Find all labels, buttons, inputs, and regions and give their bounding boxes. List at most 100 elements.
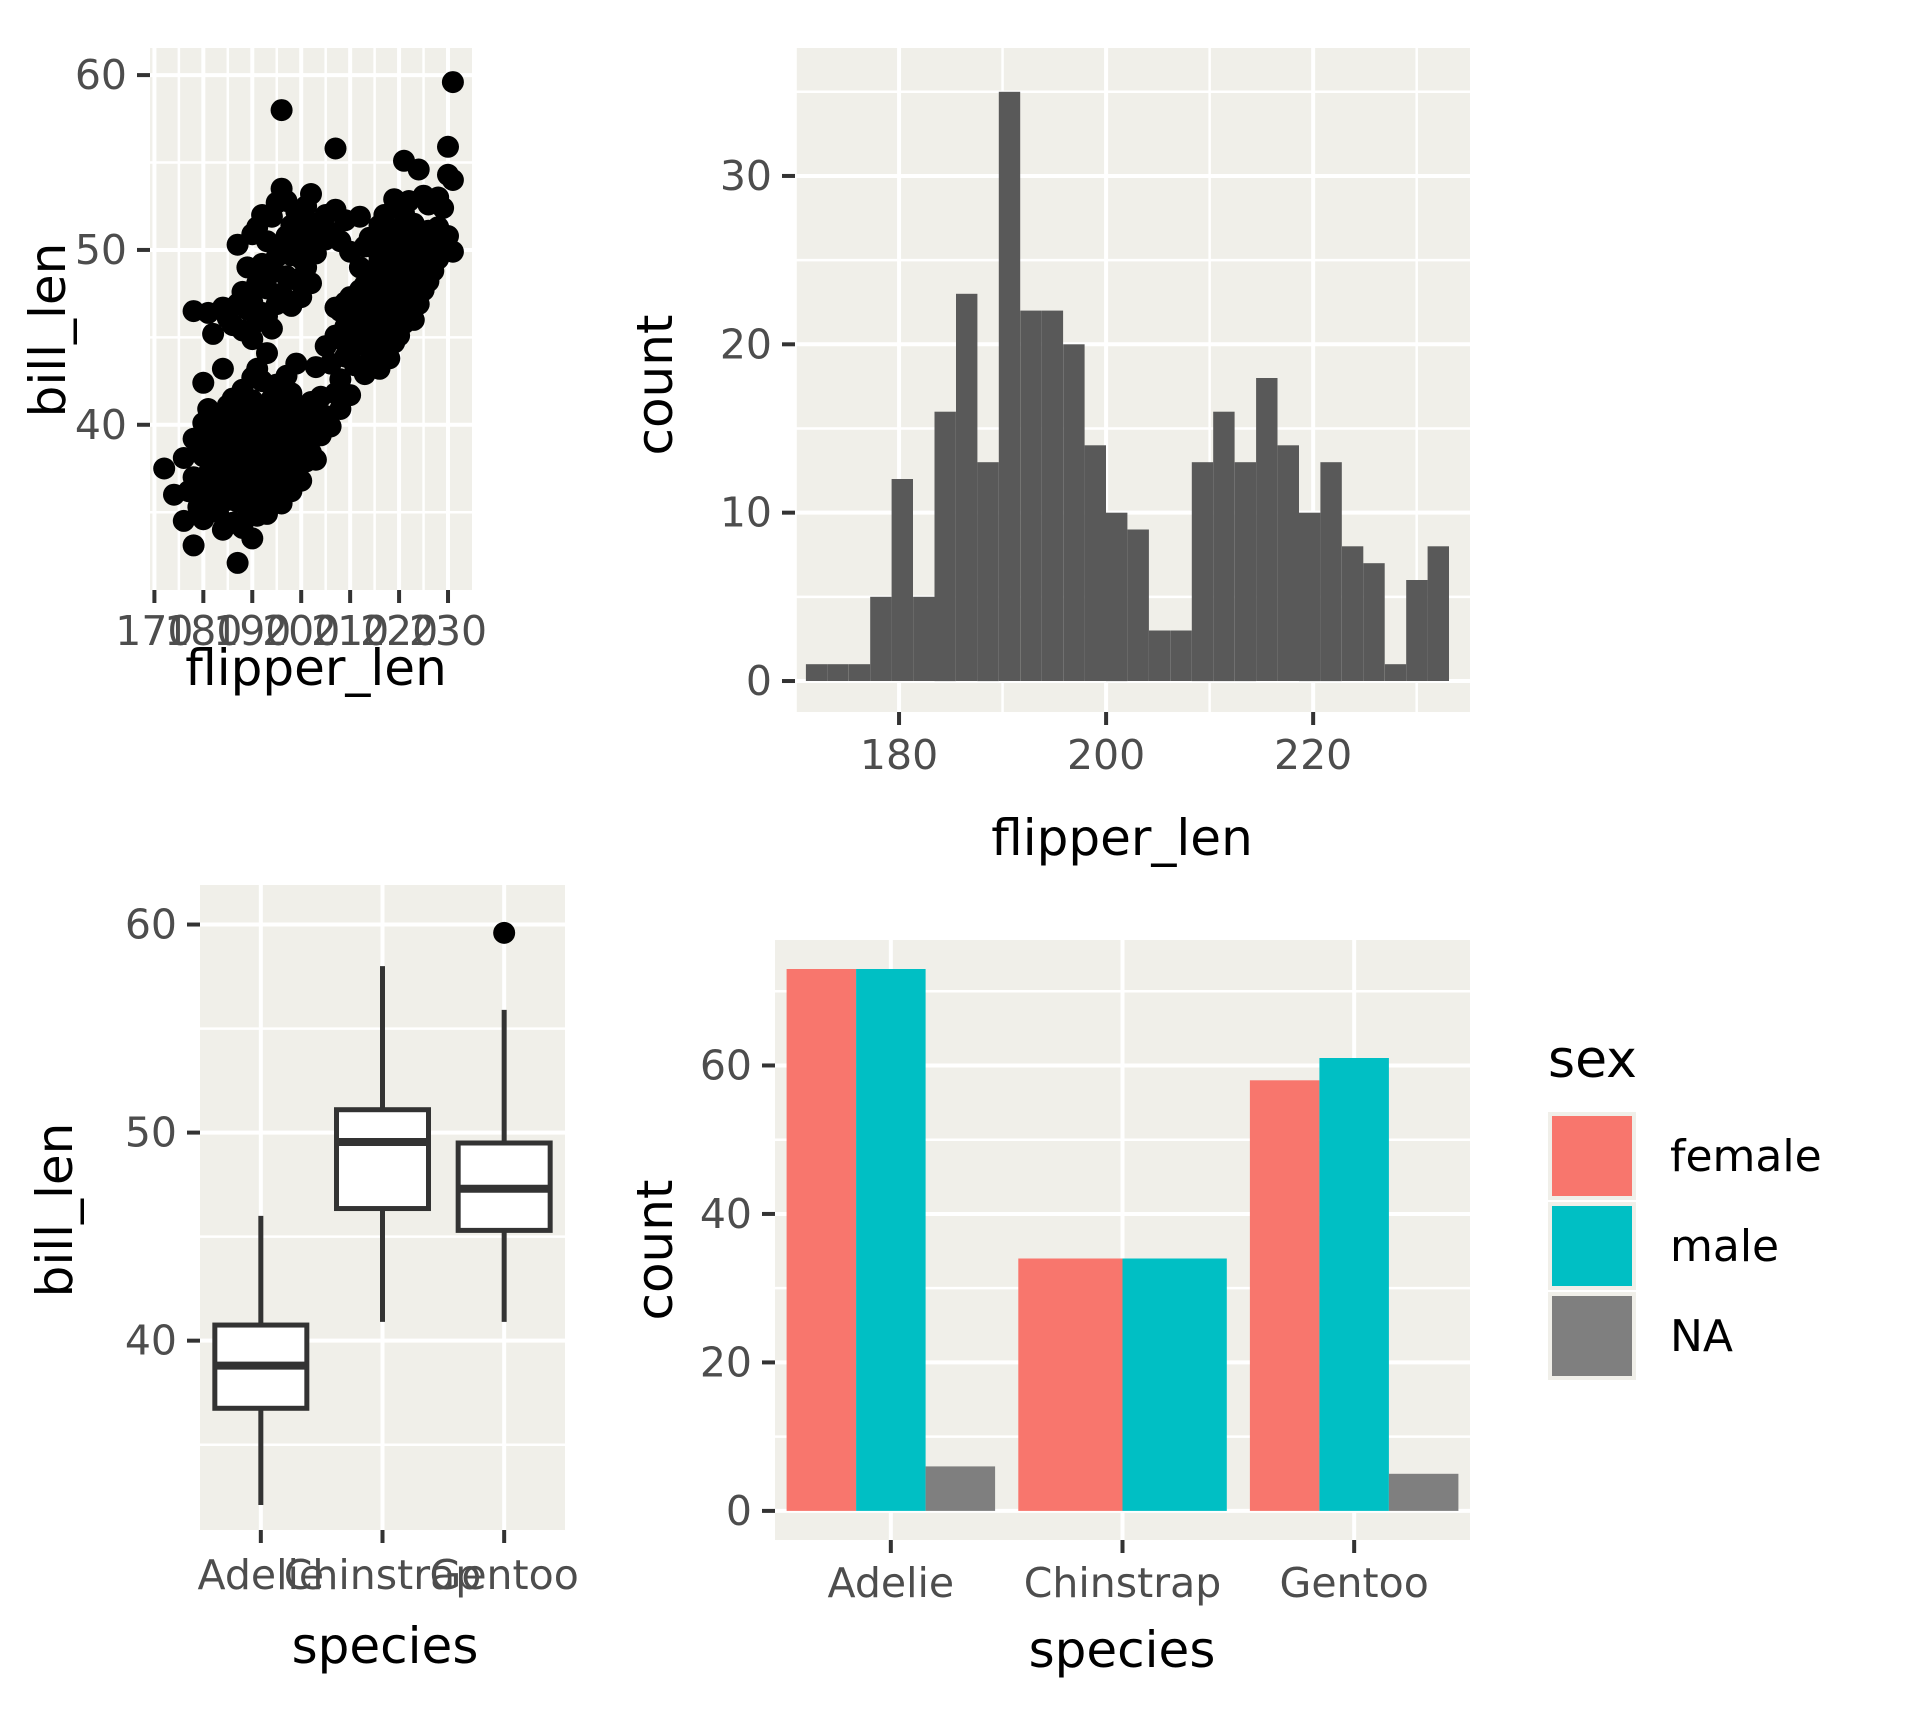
boxplot-y-axis-title: bill_len: [26, 1122, 84, 1298]
y-tick-label: 0: [746, 657, 772, 705]
histogram-bar: [1363, 563, 1385, 681]
scatter-point: [211, 357, 234, 380]
histogram-bar: [1256, 378, 1278, 681]
histogram-bar: [934, 411, 956, 682]
scatter-point: [270, 99, 293, 122]
x-tick-label: 220: [1274, 731, 1352, 779]
bar-adelie-male: [856, 969, 926, 1511]
histogram-bar: [913, 596, 935, 681]
histogram-bar: [1063, 344, 1085, 681]
histogram-bar: [1213, 411, 1235, 682]
scatter-point: [441, 169, 464, 191]
scatter-point: [300, 272, 322, 295]
histogram-bar: [1041, 310, 1064, 681]
scatter-point: [241, 328, 264, 351]
y-tick-label: 60: [700, 1041, 752, 1089]
histogram-bar: [870, 596, 892, 681]
y-tick-label: 60: [125, 901, 177, 949]
y-tick-label: 10: [720, 489, 772, 537]
scatter-point: [153, 457, 176, 480]
x-tick-label: Chinstrap: [284, 1551, 481, 1599]
y-tick-label: 40: [75, 401, 127, 449]
y-tick-label: 20: [700, 1338, 752, 1386]
box-outlier: [493, 921, 516, 944]
scatter-x-axis-title: flipper_len: [185, 639, 447, 697]
y-tick-label: 50: [75, 226, 127, 274]
scatter-point: [304, 448, 327, 471]
scatter-point: [437, 135, 459, 158]
histogram-y-axis-title: count: [626, 314, 684, 456]
histogram-bar: [848, 664, 871, 681]
x-tick-label: Chinstrap: [1024, 1559, 1221, 1607]
y-tick-label: 60: [75, 51, 127, 99]
scatter-point: [300, 183, 322, 205]
bar-gentoo-female: [1249, 1080, 1320, 1511]
histogram-bar: [1234, 462, 1257, 682]
y-tick-label: 30: [720, 152, 772, 200]
scatter-point: [319, 415, 342, 438]
grouped-bar-plot: 0 20 40 60 Adelie Chinstrap Gentoo: [700, 940, 1470, 1607]
histogram-bar: [977, 462, 999, 682]
scatter-point: [197, 398, 220, 420]
scatter-point: [226, 551, 249, 574]
y-tick-label: 40: [700, 1190, 752, 1238]
bar-chinstrap-male: [1122, 1258, 1227, 1511]
histogram-plot: 0 10 20 30 180 200 220: [720, 48, 1470, 779]
box-chinstrap: [334, 1107, 431, 1212]
scatter-point: [329, 368, 352, 391]
x-tick-label: Adelie: [828, 1559, 955, 1607]
histogram-bar: [1341, 546, 1364, 681]
x-tick-label: 200: [262, 607, 340, 655]
histogram-bar: [1427, 546, 1449, 681]
x-tick-label: 180: [164, 607, 242, 655]
scatter-point: [285, 352, 308, 375]
x-tick-label: Gentoo: [430, 1551, 579, 1599]
histogram-x-axis-title: flipper_len: [991, 809, 1253, 867]
histogram-bar: [1191, 462, 1214, 682]
histogram-bar: [1406, 580, 1428, 681]
x-tick-label: Adelie: [198, 1551, 325, 1599]
grouped-bar-y-axis-title: count: [626, 1179, 684, 1321]
histogram-bar: [1106, 512, 1128, 682]
x-tick-label: 220: [360, 607, 438, 655]
histogram-bar: [1320, 462, 1342, 682]
histogram-bar: [827, 664, 849, 681]
scatter-point: [192, 371, 215, 394]
scatter-point: [339, 384, 362, 407]
boxplot-x-axis-title: species: [291, 1617, 479, 1675]
histogram-bar: [805, 664, 828, 681]
histogram-bar: [1148, 630, 1171, 681]
scatter-y-axis-title: bill_len: [19, 242, 77, 418]
y-tick-label: 50: [125, 1109, 177, 1157]
grouped-bar-x-axis-title: species: [1028, 1621, 1216, 1679]
scatter-point: [172, 509, 195, 532]
scatter-point: [172, 447, 195, 469]
bar-adelie-female: [786, 969, 857, 1511]
y-tick-label: 20: [720, 320, 772, 368]
histogram-bar: [1277, 445, 1299, 681]
bar-gentoo-na: [1388, 1473, 1459, 1511]
scatter-point: [441, 71, 464, 94]
y-tick-label: 0: [726, 1487, 752, 1535]
bar-chinstrap-female: [1018, 1258, 1123, 1511]
x-tick-label: 230: [409, 607, 487, 655]
scatter-point: [432, 197, 455, 219]
histogram-bar: [998, 91, 1021, 682]
scatter-point: [202, 322, 225, 345]
scatter-point: [241, 527, 264, 550]
histogram-bar: [891, 479, 913, 681]
bar-adelie-na: [925, 1466, 996, 1511]
bar-gentoo-male: [1319, 1058, 1389, 1511]
x-tick-label: Gentoo: [1280, 1559, 1429, 1607]
scatter-point: [260, 317, 283, 340]
histogram-bar: [1084, 445, 1106, 681]
x-tick-label: 200: [1067, 731, 1145, 779]
scatter-point: [256, 342, 278, 365]
histogram-bar: [1127, 529, 1149, 681]
scatter-point: [407, 158, 430, 181]
histogram-bar: [1170, 630, 1192, 681]
